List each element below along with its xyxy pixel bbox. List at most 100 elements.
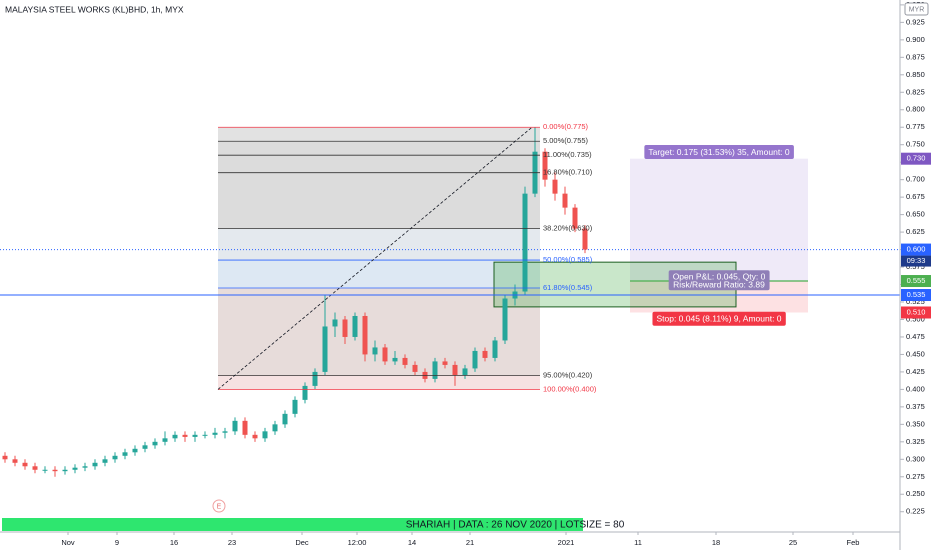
- candle-body: [22, 462, 28, 467]
- candle-body: [312, 371, 318, 386]
- chart-title: MALAYSIA STEEL WORKS (KL)BHD, 1h, MYX: [5, 4, 184, 14]
- drawings-front: 0.00%(0.775) 5.00%(0.755) 11.00%(0.735) 16.…: [0, 122, 900, 531]
- y-tick-label: 0.625: [906, 227, 925, 236]
- candle-body: [252, 434, 258, 439]
- x-tick-label: 14: [408, 538, 416, 547]
- x-tick-label: 2021: [558, 538, 575, 547]
- fib-zone: [218, 260, 540, 289]
- stop-label: Stop: 0.045 (8.11%) 9, Amount: 0: [656, 314, 781, 324]
- axes: 0.225 0.250 0.275 0.300 0.325 0.350 0.375 0.400…: [61, 0, 931, 547]
- candle-body: [32, 466, 38, 470]
- hline-badge: 0.535: [907, 290, 926, 299]
- entry-badge: 0.555: [907, 276, 926, 285]
- candle-body: [402, 357, 408, 365]
- fib-label: 50.00%(0.585): [543, 255, 593, 264]
- fib-label: 0.00%(0.775): [543, 122, 589, 131]
- y-tick-label: 0.925: [906, 17, 925, 26]
- y-tick-label: 0.750: [906, 140, 925, 149]
- candle-body: [432, 361, 438, 379]
- candle-body: [452, 364, 458, 376]
- entry-badge-box: [901, 275, 931, 288]
- pnl-label: Open P&L: 0.045, Qty: 0: [673, 271, 766, 281]
- target-zone: [630, 158, 808, 282]
- y-tick-label: 0.650: [906, 210, 925, 219]
- y-tick-label: 0.875: [906, 52, 925, 61]
- candle-body: [372, 347, 378, 355]
- candle-body: [322, 326, 328, 372]
- candle-body: [502, 298, 508, 341]
- banner-text: SHARIAH | DATA : 26 NOV 2020 | LOTSIZE =…: [406, 520, 625, 531]
- x-tick-label: 16: [170, 538, 178, 547]
- event-label: E: [217, 503, 222, 510]
- y-tick-label: 0.850: [906, 70, 925, 79]
- y-tick-label: 0.525: [906, 297, 925, 306]
- stop-label-box: [652, 311, 786, 326]
- y-tick-label: 0.400: [906, 384, 925, 393]
- current-price-badge: 0.600: [907, 245, 926, 254]
- candle-body: [112, 455, 118, 460]
- fib-zone: [218, 288, 540, 376]
- fib-zone: [218, 155, 540, 173]
- candle-body: [242, 420, 248, 435]
- candles: [2, 127, 588, 477]
- candle-body: [542, 151, 548, 180]
- candle-body: [12, 459, 18, 463]
- y-tick-label: 0.325: [906, 437, 925, 446]
- candle-body: [492, 340, 498, 358]
- candle-body: [232, 420, 238, 432]
- y-tick-label: 0.825: [906, 87, 925, 96]
- hline-badge-box: [901, 289, 931, 302]
- candle-body: [182, 434, 188, 437]
- currency: MYR: [909, 6, 925, 13]
- x-tick-label: 25: [789, 538, 797, 547]
- candle-body: [302, 385, 308, 400]
- x-tick-label: Dec: [295, 538, 309, 547]
- candle-body: [362, 315, 368, 355]
- candle-body: [162, 438, 168, 442]
- candle-body: [222, 431, 228, 433]
- fib-zone: [218, 375, 540, 390]
- target-badge: 0.730: [907, 154, 926, 163]
- trend-line: [217, 126, 533, 390]
- y-tick-label: 0.350: [906, 419, 925, 428]
- banner: [2, 518, 583, 531]
- y-tick-label: 0.475: [906, 332, 925, 341]
- candle-body: [522, 193, 528, 292]
- candle-body: [462, 368, 468, 376]
- fib-zone: [218, 127, 540, 142]
- candle-body: [282, 413, 288, 425]
- event-marker: [212, 499, 226, 513]
- candle-body: [52, 469, 58, 472]
- pnl-box: [668, 270, 770, 291]
- y-tick-label: 0.425: [906, 367, 925, 376]
- candle-body: [272, 424, 278, 432]
- fib-label: 16.80%(0.710): [543, 168, 593, 177]
- candle-body: [442, 361, 448, 365]
- fib-label: 100.00%(0.400): [543, 384, 597, 393]
- y-tick-label: 0.225: [906, 507, 925, 516]
- x-tick-label: 18: [712, 538, 720, 547]
- current-price-badge-box: [901, 243, 931, 256]
- candle-body: [262, 431, 268, 439]
- y-tick-label: 0.275: [906, 472, 925, 481]
- candle-body: [292, 399, 298, 414]
- target-badge-box: [901, 152, 931, 165]
- candle-body: [142, 445, 148, 449]
- candle-body: [582, 228, 588, 250]
- candle-body: [412, 364, 418, 372]
- candle-body: [172, 434, 178, 439]
- y-tick-label: 0.500: [906, 314, 925, 323]
- countdown-box: [901, 255, 931, 267]
- candle-body: [102, 459, 108, 463]
- y-tick-label: 0.900: [906, 35, 925, 44]
- fib-zone: [218, 172, 540, 229]
- candle-body: [72, 467, 78, 470]
- fib-label: 95.00%(0.420): [543, 370, 593, 379]
- y-tick-label: 0.800: [906, 105, 925, 114]
- candle-body: [132, 448, 138, 453]
- candle-body: [572, 207, 578, 229]
- candle-body: [62, 469, 68, 472]
- candle-body: [562, 193, 568, 208]
